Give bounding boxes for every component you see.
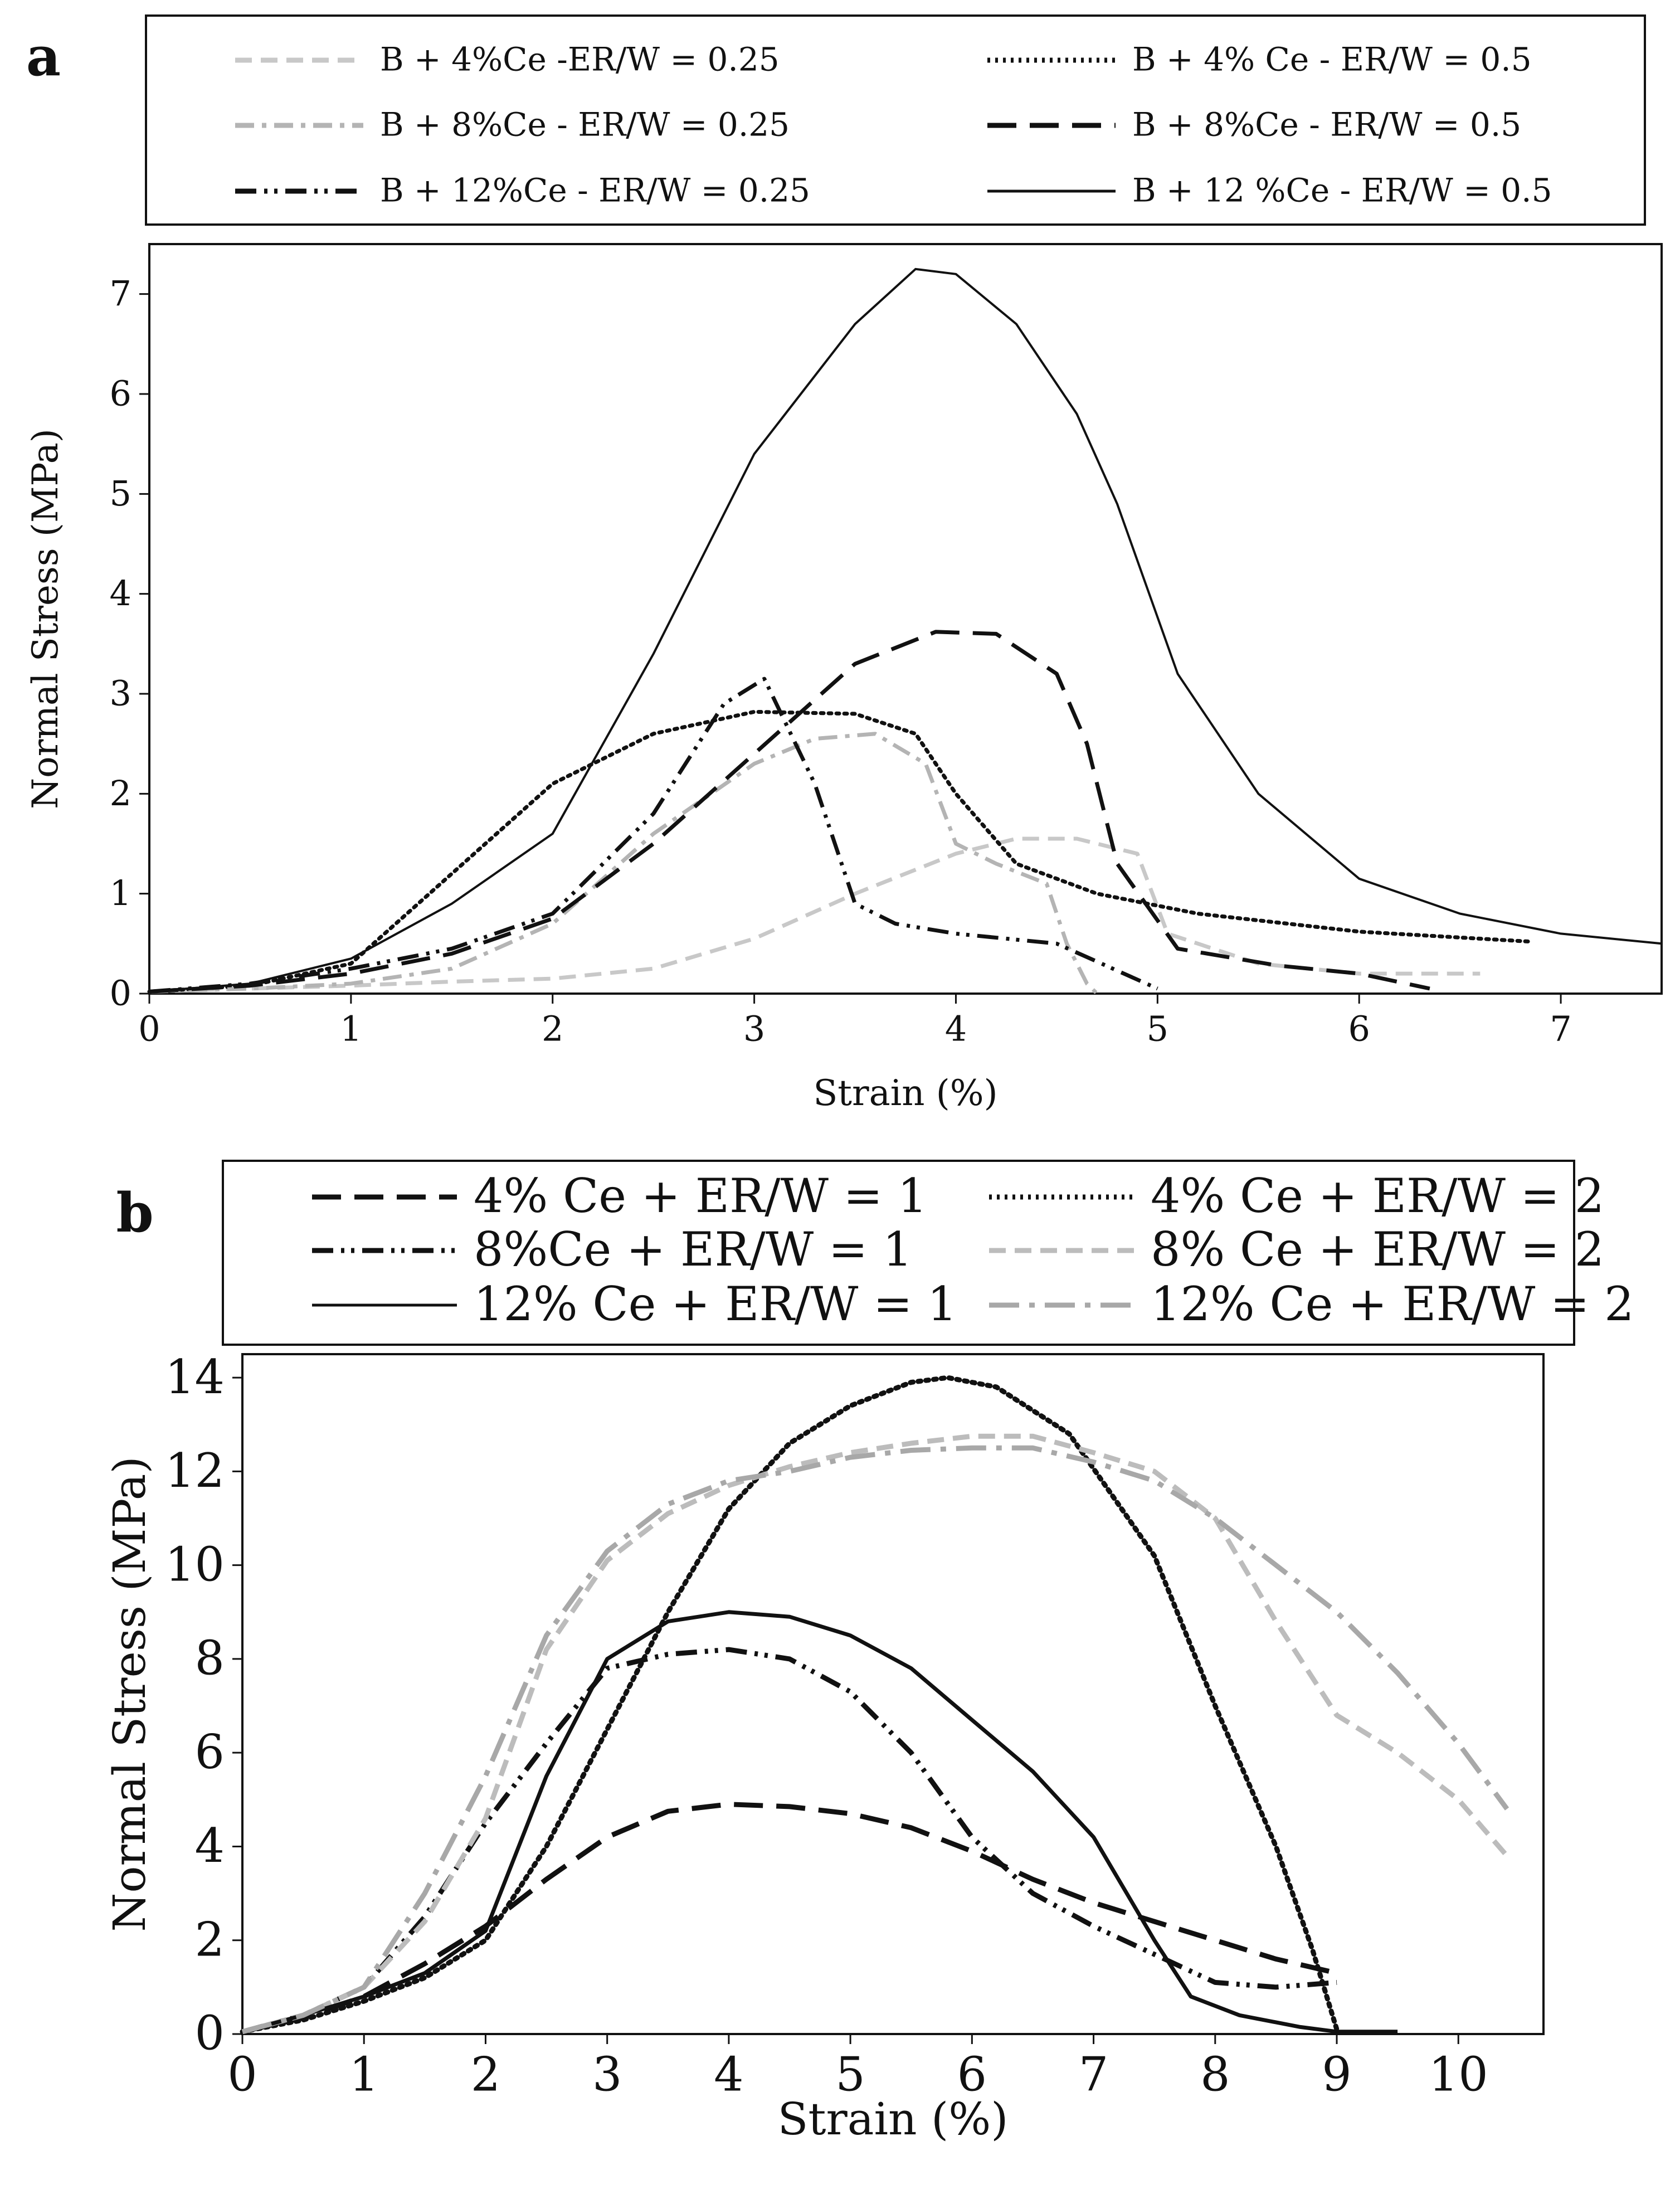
- x-tick-label: 4: [714, 2047, 743, 2102]
- x-axis-label: Strain (%): [813, 1073, 997, 1114]
- y-tick-label: 12: [165, 1443, 225, 1498]
- y-tick-label: 4: [110, 573, 132, 614]
- y-tick-label: 1: [110, 873, 132, 913]
- x-tick-label: 10: [1429, 2047, 1488, 2102]
- y-tick-label: 2: [195, 1912, 225, 1967]
- chart-panel-b: b 4% Ce + ER/W = 1 4% Ce + ER/W = 2 8%Ce + …: [104, 1160, 1634, 2145]
- y-tick-label: 4: [195, 1818, 225, 1873]
- legend: B + 4%Ce -ER/W = 0.25 B + 4% Ce - ER/W = …: [145, 14, 1646, 226]
- x-tick-label: 7: [1550, 1008, 1571, 1049]
- y-axis-label: Normal Stress (MPa): [104, 1456, 155, 1931]
- legend-label: 12% Ce + ER/W = 1: [474, 1277, 957, 1331]
- plot-area: [241, 1353, 1545, 2035]
- x-tick-label: 2: [542, 1008, 563, 1049]
- y-tick-label: 6: [195, 1725, 225, 1779]
- x-tick-label: 1: [340, 1008, 362, 1049]
- legend-label: B + 4%Ce -ER/W = 0.25: [380, 41, 780, 79]
- y-tick-label: 14: [165, 1350, 225, 1404]
- series-line-3: [241, 1647, 1337, 2035]
- x-tick-label: 3: [743, 1008, 765, 1049]
- x-tick-label: 0: [227, 2047, 257, 2102]
- panel-label: a: [26, 25, 61, 88]
- series-line-2: [240, 1375, 1340, 2035]
- y-tick-label: 0: [110, 972, 132, 1013]
- legend-label: B + 4% Ce - ER/W = 0.5: [1132, 41, 1532, 79]
- series-line-5: [149, 677, 1158, 994]
- legend-box: [222, 1160, 1575, 1346]
- panel-label: b: [116, 1181, 153, 1244]
- y-axis-label: Normal Stress (MPa): [25, 429, 66, 809]
- y-tick-label: 3: [110, 673, 132, 713]
- legend-label: 8%Ce + ER/W = 1: [474, 1222, 912, 1277]
- legend-label: 4% Ce + ER/W = 2: [1151, 1169, 1604, 1223]
- x-tick-label: 7: [1079, 2047, 1108, 2102]
- x-axis-label: Strain (%): [778, 2093, 1009, 2145]
- x-tick-label: 9: [1322, 2047, 1351, 2102]
- y-tick-label: 10: [165, 1537, 225, 1592]
- plot-area: [148, 243, 1663, 995]
- series-line-2: [147, 709, 1533, 994]
- legend-label: 8% Ce + ER/W = 2: [1151, 1222, 1604, 1277]
- legend-label: 12% Ce + ER/W = 2: [1151, 1277, 1634, 1331]
- series-line-3: [149, 732, 1099, 995]
- series-line-4: [149, 630, 1430, 994]
- legend-label: B + 12%Ce - ER/W = 0.25: [380, 172, 810, 210]
- chart-panel-a: a B + 4%Ce -ER/W = 0.25 B + 4% Ce - ER/W =…: [25, 14, 1663, 1114]
- legend-label: 4% Ce + ER/W = 1: [474, 1169, 927, 1223]
- legend-label: B + 8%Ce - ER/W = 0.5: [1132, 106, 1521, 144]
- x-tick-label: 8: [1200, 2047, 1230, 2102]
- series-line-4: [241, 1433, 1509, 2035]
- legend-box: [145, 14, 1646, 226]
- x-tick-label: 2: [471, 2047, 500, 2102]
- x-tick-label: 4: [945, 1008, 967, 1049]
- x-tick-label: 5: [835, 2047, 865, 2102]
- y-tick-label: 7: [110, 273, 132, 314]
- x-tick-label: 1: [349, 2047, 378, 2102]
- series-line-1: [241, 1802, 1338, 2035]
- y-tick-label: 0: [195, 2006, 225, 2061]
- series-line-6: [149, 267, 1662, 993]
- y-tick-label: 5: [110, 473, 132, 514]
- x-tick-label: 3: [592, 2047, 622, 2102]
- series-line-5: [242, 1610, 1398, 2034]
- y-tick-label: 8: [195, 1631, 225, 1686]
- x-tick-label: 6: [957, 2047, 987, 2102]
- legend-label: B + 12 %Ce - ER/W = 0.5: [1132, 172, 1552, 210]
- series-line-1: [149, 836, 1481, 994]
- y-tick-label: 6: [110, 373, 132, 413]
- x-tick-label: 6: [1348, 1008, 1370, 1049]
- legend: 4% Ce + ER/W = 1 4% Ce + ER/W = 2 8%Ce + E…: [222, 1160, 1634, 1346]
- y-tick-label: 2: [110, 773, 132, 814]
- x-tick-label: 5: [1147, 1008, 1168, 1049]
- legend-label: B + 8%Ce - ER/W = 0.25: [380, 106, 790, 144]
- series-line-6: [241, 1445, 1509, 2035]
- x-tick-label: 0: [138, 1008, 160, 1049]
